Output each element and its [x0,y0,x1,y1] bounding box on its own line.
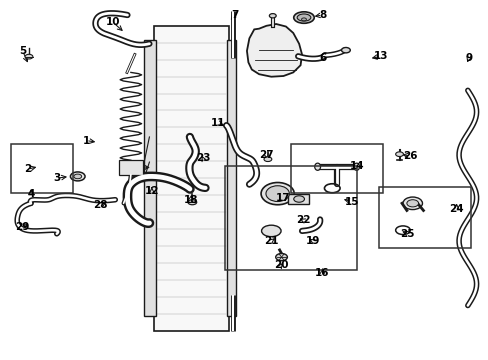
Text: 11: 11 [210,118,224,128]
Text: 4: 4 [27,189,35,199]
Ellipse shape [74,174,81,179]
Text: 15: 15 [344,197,358,207]
Ellipse shape [265,186,289,202]
Text: 25: 25 [400,229,414,239]
Text: 12: 12 [144,186,159,196]
Ellipse shape [275,253,287,261]
Ellipse shape [25,54,33,59]
Ellipse shape [187,200,196,205]
Text: 19: 19 [305,236,319,246]
Text: 5: 5 [19,46,26,56]
Text: 16: 16 [315,268,329,278]
Text: 26: 26 [402,151,417,161]
Text: 18: 18 [183,195,198,205]
Text: 23: 23 [195,153,210,163]
Text: 29: 29 [16,222,30,231]
Text: 17: 17 [276,193,290,203]
Ellipse shape [314,163,320,170]
Text: 21: 21 [264,236,278,246]
Ellipse shape [264,157,271,162]
Bar [224,166,356,270]
Text: 8: 8 [318,10,325,20]
Text: 13: 13 [373,51,387,61]
Text: 27: 27 [259,150,273,160]
Text: 1: 1 [82,136,89,145]
Bar [288,194,308,204]
Ellipse shape [70,172,85,181]
Text: 6: 6 [318,53,325,63]
Ellipse shape [353,163,359,170]
Ellipse shape [293,196,304,202]
Ellipse shape [406,200,418,207]
Text: 10: 10 [105,17,120,27]
Text: 2: 2 [24,164,31,174]
Text: 3: 3 [53,173,61,183]
Bar [154,26,228,330]
Bar [378,187,470,248]
Ellipse shape [269,14,276,18]
Text: 14: 14 [348,161,363,171]
Bar [227,40,236,316]
Bar [11,144,73,193]
Text: 24: 24 [448,204,463,214]
Text: 22: 22 [295,215,309,225]
Bar [143,40,156,316]
Text: 7: 7 [231,10,238,20]
Polygon shape [246,24,302,77]
Ellipse shape [395,152,403,157]
Ellipse shape [261,183,294,205]
Ellipse shape [261,225,281,237]
Bar [119,160,143,175]
Bar [290,144,383,193]
Ellipse shape [297,14,310,21]
Ellipse shape [293,12,314,23]
Ellipse shape [301,18,306,21]
Ellipse shape [402,197,422,210]
Text: 28: 28 [93,200,108,210]
Text: 9: 9 [464,53,471,63]
Ellipse shape [341,48,349,53]
Text: 20: 20 [273,260,288,270]
